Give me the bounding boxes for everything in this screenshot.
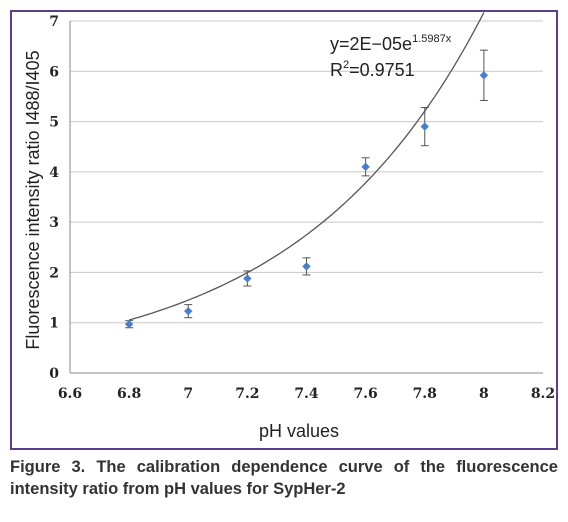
y-tick-label-3: 3	[49, 215, 59, 231]
r-squared: R2=0.9751	[330, 59, 415, 80]
equation-main: y=2E−05e	[330, 34, 412, 54]
x-axis-label: pH values	[259, 421, 339, 441]
x-tick-label-3: 7.2	[235, 386, 259, 402]
figure-caption: Figure 3. The calibration dependence cur…	[10, 458, 558, 498]
y-tick-label-7: 7	[49, 14, 59, 30]
y-tick-label-1: 1	[49, 316, 59, 332]
x-tick-label-5: 7.6	[353, 386, 377, 402]
y-axis-label: Fluorescence intensity ratio I488/I405	[23, 50, 43, 349]
y-tick-label-2: 2	[49, 265, 59, 281]
y-tick-labels: 0 1 2 3 4 5 6 7	[49, 14, 59, 382]
y-tick-label-6: 6	[49, 64, 59, 80]
equation-exponent: 1.5987x	[412, 33, 452, 45]
data-points	[124, 71, 489, 329]
r-squared-base: R	[330, 60, 343, 80]
x-tick-label-0: 6.6	[58, 386, 82, 402]
x-tick-labels: 6.6 6.8 7 7.2 7.4 7.6 7.8 8 8.2	[58, 386, 555, 402]
trendline-equation: y=2E−05e1.5987x	[330, 33, 452, 54]
x-tick-label-6: 7.8	[413, 386, 437, 402]
x-tick-label-8: 8.2	[531, 386, 555, 402]
data-point-2	[243, 274, 252, 283]
y-tick-label-0: 0	[49, 366, 59, 382]
data-point-3	[302, 262, 311, 271]
chart-frame: 0 1 2 3 4 5 6 7 6.6 6.8 7 7.2 7.4 7.6 7.8 8 8.2 pH valu…	[10, 10, 558, 450]
y-tick-label-4: 4	[49, 165, 59, 181]
data-point-0	[124, 320, 134, 329]
axes	[69, 21, 543, 374]
error-bars	[125, 49, 488, 329]
data-point-6	[479, 71, 489, 80]
data-point-5	[420, 122, 429, 131]
data-point-1	[184, 306, 193, 316]
x-tick-label-2: 7	[183, 386, 193, 402]
r-squared-value: =0.9751	[349, 60, 415, 80]
data-point-4	[361, 162, 370, 172]
chart-svg: 0 1 2 3 4 5 6 7 6.6 6.8 7 7.2 7.4 7.6 7.8 8 8.2 pH valu…	[23, 12, 555, 441]
x-tick-label-4: 7.4	[294, 386, 319, 402]
grid-lines	[70, 20, 543, 324]
x-tick-label-7: 8	[479, 386, 489, 402]
y-tick-label-5: 5	[49, 115, 59, 131]
x-tick-label-1: 6.8	[117, 386, 141, 402]
r-squared-sup: 2	[343, 59, 349, 71]
